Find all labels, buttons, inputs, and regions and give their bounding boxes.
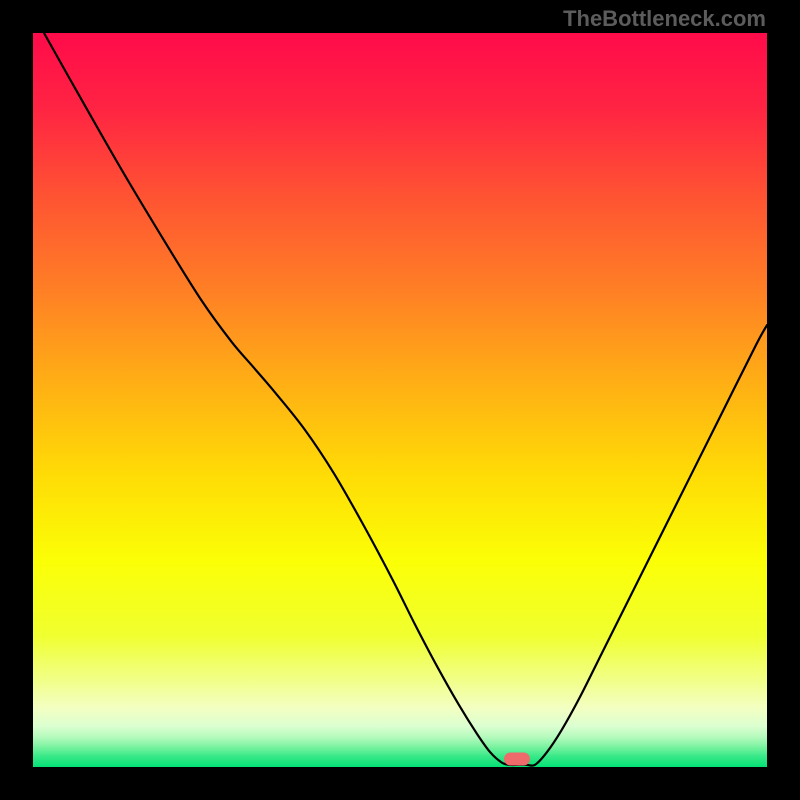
bottleneck-curve [33,33,767,767]
watermark-text: TheBottleneck.com [563,6,766,32]
optimum-marker [504,752,530,765]
plot-area [33,33,767,767]
chart-frame: TheBottleneck.com [0,0,800,800]
